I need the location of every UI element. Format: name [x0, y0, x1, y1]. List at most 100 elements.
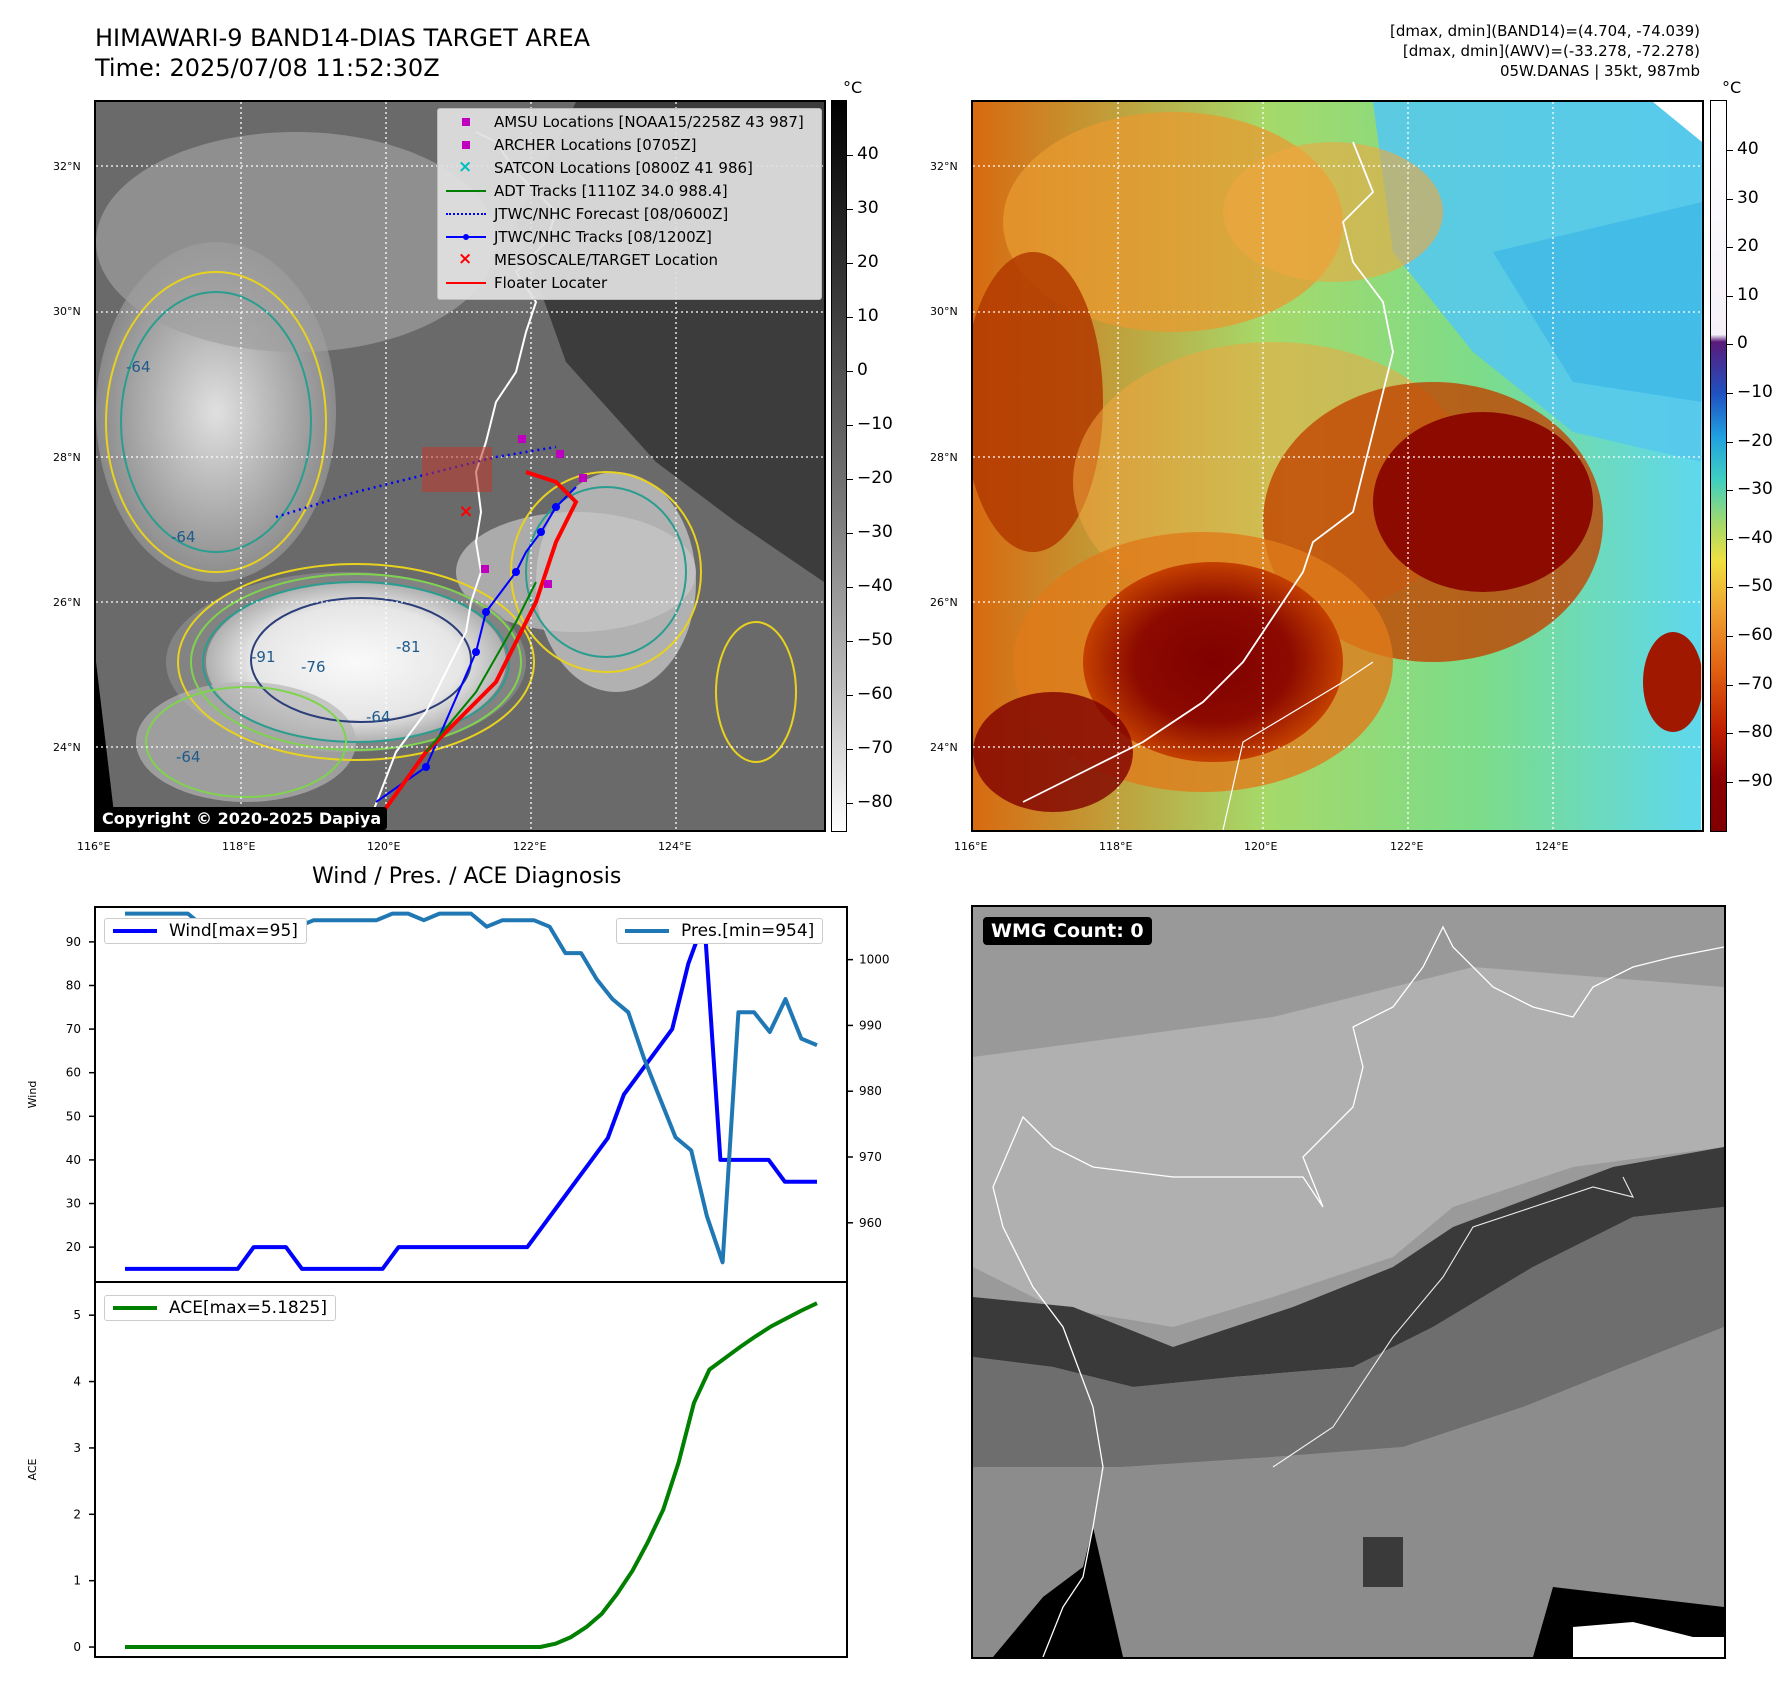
y-tick-label: 1: [73, 1574, 81, 1588]
lat-label: 24°N: [930, 741, 958, 754]
wv-colorbar-tick-label: 20: [1737, 236, 1759, 257]
y-tick-label: 50: [66, 1109, 81, 1123]
y-right-tick-label: 990: [859, 1018, 882, 1032]
ir-colorbar-tick: [847, 533, 853, 534]
lon-label: 116°E: [77, 840, 111, 853]
ir-colorbar-tick: [847, 317, 853, 318]
series-line-0: [125, 1301, 818, 1649]
wv-colorbar-tick-label: 40: [1737, 139, 1759, 159]
wv-colorbar-tick-label: −60: [1737, 625, 1773, 645]
lon-label: 120°E: [367, 840, 401, 853]
wv-colorbar-tick-label: −80: [1737, 722, 1773, 743]
wv-colorbar-tick: [1727, 733, 1733, 735]
y-right-tick-label: 970: [859, 1150, 882, 1164]
lat-label: 30°N: [53, 305, 81, 318]
lon-label: 124°E: [658, 840, 692, 853]
wv-colorbar-tick: [1727, 684, 1733, 686]
y-tick-label: 70: [66, 1022, 81, 1036]
wv-colorbar-tick: [1727, 198, 1733, 200]
lon-label: 116°E: [954, 840, 988, 853]
wv-colorbar-tick: [1727, 247, 1733, 249]
wv-colorbar-tick-label: 30: [1737, 187, 1759, 208]
contour-label: -76: [301, 658, 326, 676]
ir-colorbar-tick-label: −40: [857, 576, 893, 596]
wv-map-panel: [971, 100, 1704, 832]
ir-colorbar-tick-label: 20: [857, 252, 879, 272]
lat-label: 28°N: [930, 451, 958, 464]
info-awv: [dmax, dmin](AWV)=(-33.278, -72.278): [1402, 42, 1700, 60]
target-marker: ×: [458, 501, 473, 522]
pressure-legend: Pres.[min=954]: [616, 918, 824, 944]
lon-label: 122°E: [1390, 840, 1424, 853]
y-tick-label: 5: [73, 1308, 81, 1322]
lat-label: 26°N: [53, 596, 81, 609]
info-storm: 05W.DANAS | 35kt, 987mb: [1499, 62, 1700, 80]
lat-label: 24°N: [53, 741, 81, 754]
wv-colorbar-tick: [1727, 295, 1733, 297]
lon-label: 124°E: [1535, 840, 1569, 853]
lat-label: 32°N: [930, 160, 958, 173]
ir-colorbar-unit: °C: [843, 78, 863, 97]
y-tick-label: 20: [66, 1240, 81, 1254]
y-tick-label: 80: [66, 978, 81, 992]
y-tick-label: 4: [73, 1375, 81, 1389]
ir-colorbar-tick-label: −30: [857, 522, 893, 542]
ace-legend: ACE[max=5.1825]: [104, 1295, 336, 1321]
wmg-imagery: [973, 907, 1724, 1657]
contour-label: -91: [251, 648, 276, 666]
wmg-count-badge: WMG Count: 0: [983, 917, 1152, 945]
wv-colorbar: [1710, 100, 1727, 832]
wv-colorbar-tick-label: 0: [1737, 333, 1748, 354]
y-tick-label: 40: [66, 1153, 81, 1167]
lat-label: 32°N: [53, 160, 81, 173]
y-tick-label: 90: [66, 935, 81, 949]
ir-colorbar-tick: [847, 209, 853, 210]
wv-colorbar-tick-label: −90: [1737, 770, 1773, 791]
lat-label: 30°N: [930, 305, 958, 318]
ir-colorbar-tick: [847, 641, 853, 642]
ir-colorbar-tick-label: −70: [857, 738, 893, 758]
wv-colorbar-tick-label: −20: [1737, 430, 1773, 451]
ir-colorbar-tick-label: −50: [857, 630, 893, 650]
ir-colorbar-tick: [847, 587, 853, 588]
wv-colorbar-tick-label: −50: [1737, 576, 1773, 597]
legend-jtwc-tracks: JTWC/NHC Tracks [08/1200Z]: [446, 227, 712, 247]
lon-label: 122°E: [513, 840, 547, 853]
wv-colorbar-tick-label: −30: [1737, 479, 1773, 500]
ir-colorbar-tick-label: −80: [857, 792, 893, 812]
y-right-tick-label: 980: [859, 1084, 882, 1098]
wv-colorbar-tick: [1727, 587, 1733, 589]
wv-colorbar-tick: [1727, 150, 1733, 151]
ir-colorbar-tick-label: −10: [857, 414, 893, 434]
wmg-panel: WMG Count: 0: [971, 905, 1726, 1659]
contour-label: -64: [126, 358, 151, 376]
diagnosis-title: Wind / Pres. / ACE Diagnosis: [312, 864, 622, 889]
figure-time: Time: 2025/07/08 11:52:30Z: [95, 54, 440, 82]
ir-colorbar-tick: [847, 803, 853, 804]
legend-satcon: × SATCON Locations [0800Z 41 986]: [458, 157, 753, 177]
ir-colorbar-tick-label: −60: [857, 684, 893, 704]
ir-colorbar-tick: [847, 425, 853, 426]
series-line-1: [125, 911, 818, 1265]
lon-label: 120°E: [1244, 840, 1278, 853]
figure-title: HIMAWARI-9 BAND14-DIAS TARGET AREA: [95, 24, 591, 52]
plot-frame: [94, 1282, 848, 1658]
ir-colorbar-tick-label: 30: [857, 198, 879, 218]
wv-colorbar-tick: [1727, 636, 1733, 637]
wv-colorbar-tick: [1727, 441, 1733, 443]
legend-archer: ARCHER Locations [0705Z]: [446, 135, 697, 155]
wv-colorbar-tick-label: −70: [1737, 673, 1773, 694]
ir-colorbar-tick-label: 10: [857, 306, 879, 326]
wind-pressure-chart: 20 30 40 50 60 70 80 90 Wind 960 970 980 990 1000 Pres…: [26, 906, 890, 1283]
copyright-badge: Copyright © 2020-2025 Dapiya: [96, 807, 388, 830]
contour-label: -64: [171, 528, 196, 546]
y-right-tick-label: 960: [859, 1216, 882, 1230]
info-band14: [dmax, dmin](BAND14)=(4.704, -74.039): [1389, 22, 1700, 40]
contour-label: -64: [366, 708, 391, 726]
ir-colorbar-tick-label: 0: [857, 360, 868, 380]
contour-label: -64: [176, 748, 201, 766]
lon-label: 118°E: [1099, 840, 1133, 853]
wv-colorbar-tick-label: −10: [1737, 382, 1773, 402]
y-tick-label: 0: [73, 1640, 81, 1654]
y-tick-label: 3: [73, 1441, 81, 1455]
